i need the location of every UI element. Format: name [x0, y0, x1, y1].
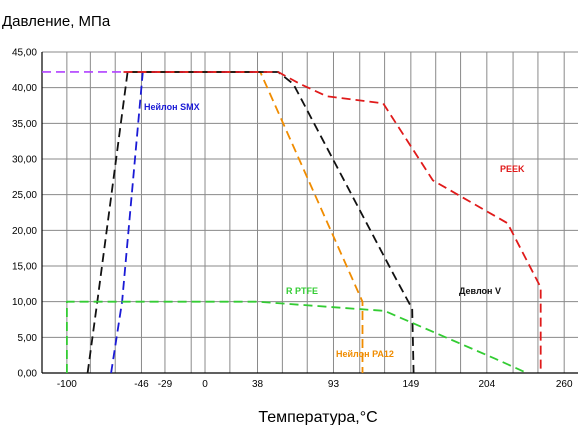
series-label: Нейлон PA12 [336, 349, 394, 359]
series-label: PEEK [500, 164, 525, 174]
y-tick-label: 15,00 [12, 262, 37, 273]
axes: 0,00 5,00 10,00 15,00 20,00 25,00 30,00 35,00 40… [12, 48, 578, 390]
y-tick-label: 5,00 [18, 333, 38, 344]
y-tick-label: 40,00 [12, 83, 37, 94]
series-line [129, 71, 364, 373]
series-line [86, 71, 415, 374]
y-tick-label: 20,00 [12, 226, 37, 237]
x-tick-label: 260 [556, 379, 573, 390]
series-line [123, 71, 542, 373]
grid [42, 51, 578, 374]
y-tick-label: 25,00 [12, 190, 37, 201]
y-tick-label: 35,00 [12, 119, 37, 130]
x-tick-label: -46 [134, 379, 149, 390]
y-tick-label: 30,00 [12, 155, 37, 166]
y-axis-label: Давление, МПа [2, 13, 111, 30]
x-tick-label: -100 [57, 379, 77, 390]
series-lines [42, 71, 542, 374]
series-line [110, 71, 261, 374]
series-label: Нейлон SMX [144, 102, 200, 112]
series-label: R PTFE [286, 286, 318, 296]
y-tick-label: 45,00 [12, 48, 37, 59]
x-tick-label: 0 [202, 379, 208, 390]
x-tick-label: 93 [328, 379, 340, 390]
series-labels: Нейлон SMX PEEK R PTFE Девлон V Нейлон PA12 [144, 102, 525, 359]
x-tick-label: 204 [478, 379, 495, 390]
series-line [66, 300, 528, 374]
x-tick-label: 38 [252, 379, 264, 390]
x-axis-label: Температура,°C [258, 409, 377, 425]
y-tick-label: 0,00 [18, 369, 38, 380]
x-tick-label: 149 [403, 379, 420, 390]
x-tick-label: -29 [158, 379, 173, 390]
y-tick-label: 10,00 [12, 297, 37, 308]
series-label: Девлон V [459, 286, 501, 296]
